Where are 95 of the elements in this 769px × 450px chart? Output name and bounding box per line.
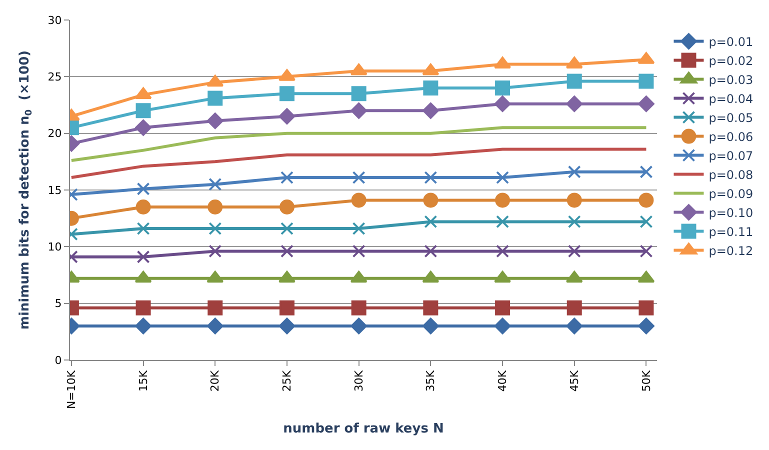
point (422, 102, 439, 119)
point (136, 103, 151, 118)
x-axis-title: number of raw keys N (283, 422, 444, 437)
point (424, 244, 438, 258)
point (280, 171, 294, 184)
x-tick-label: 45K (568, 370, 581, 392)
point (206, 318, 224, 334)
point (208, 222, 222, 236)
point (638, 192, 654, 208)
point (208, 200, 223, 214)
legend-label: p=0.10 (708, 206, 754, 220)
point (423, 192, 438, 208)
point (351, 192, 366, 208)
point (279, 300, 294, 316)
point (135, 120, 152, 136)
point (136, 300, 151, 316)
y-tick-label: 0 (54, 354, 62, 367)
point (280, 244, 294, 258)
y-tick-label: 5 (54, 297, 62, 310)
point (423, 300, 438, 316)
point (640, 244, 653, 258)
point (208, 300, 223, 316)
point (638, 96, 654, 112)
x-tick-label: 25K (280, 370, 294, 392)
legend-label: p=0.09 (708, 186, 754, 201)
point (278, 318, 296, 334)
point (206, 112, 224, 130)
point (638, 74, 654, 89)
point (423, 80, 438, 96)
point (350, 318, 367, 334)
x-tick-label: 40K (496, 370, 510, 392)
point (566, 300, 582, 316)
point (136, 200, 151, 214)
point (350, 102, 367, 119)
legend-label: p=0.08 (708, 168, 754, 182)
point (136, 222, 150, 236)
legend-label: p=0.04 (708, 92, 754, 106)
point (496, 215, 510, 228)
point (638, 318, 654, 334)
point (568, 215, 581, 228)
y-tick-label: 30 (48, 14, 62, 27)
point (352, 244, 366, 258)
point (494, 96, 511, 112)
point (351, 86, 366, 102)
point (496, 244, 510, 258)
point (208, 244, 222, 258)
legend-label: p=0.01 (708, 34, 754, 49)
point (424, 215, 438, 228)
point (278, 108, 296, 124)
y-tick-label: 20 (48, 127, 62, 140)
legend-label: p=0.06 (708, 130, 754, 144)
point (422, 318, 439, 334)
legend-label: p=0.05 (708, 110, 754, 125)
point (495, 80, 510, 96)
x-tick-label: 30K (352, 370, 366, 392)
line-series (70, 126, 648, 162)
line-series (70, 148, 648, 180)
point (494, 318, 511, 334)
point (351, 300, 366, 316)
point (640, 215, 653, 228)
x-tick-label: 35K (424, 370, 438, 392)
legend-label: p=0.03 (708, 72, 754, 87)
point (279, 200, 294, 214)
point (495, 192, 510, 208)
point (638, 300, 654, 316)
point (279, 86, 294, 102)
point (566, 192, 582, 208)
point (136, 182, 150, 196)
y-tick-label: 10 (48, 240, 62, 254)
point (566, 96, 583, 112)
x-tick-label: 20K (208, 370, 222, 392)
point (136, 250, 150, 264)
legend-label: p=0.11 (708, 224, 754, 239)
x-tick-label: 15K (136, 370, 150, 392)
point (208, 178, 222, 191)
point (352, 222, 366, 236)
point (566, 74, 582, 89)
point (208, 90, 223, 106)
y-tick-label: 25 (48, 70, 62, 84)
point (495, 300, 510, 316)
point (640, 165, 653, 178)
point (424, 171, 438, 184)
point (568, 244, 581, 258)
x-tick-label: 50K (640, 370, 653, 392)
legend-label: p=0.02 (708, 54, 754, 68)
y-tick-label: 15 (48, 184, 62, 197)
legend-label: p=0.12 (708, 244, 754, 258)
point (496, 171, 510, 184)
point (280, 222, 294, 236)
point (568, 165, 581, 178)
legend-label: p=0.07 (708, 148, 754, 163)
point (566, 318, 583, 334)
x-tick-label: N=10K (65, 370, 78, 410)
point (135, 318, 152, 334)
point (352, 171, 366, 184)
